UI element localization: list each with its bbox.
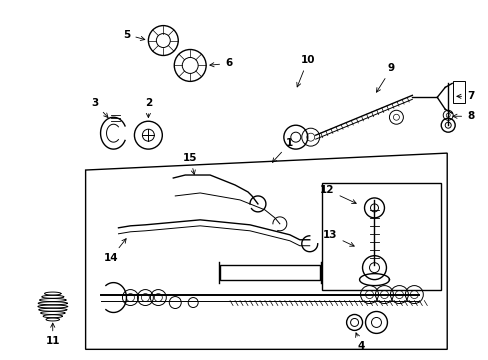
Text: 8: 8 xyxy=(452,111,473,121)
Text: 14: 14 xyxy=(103,239,126,263)
Text: 12: 12 xyxy=(320,185,355,203)
Text: 3: 3 xyxy=(91,98,108,117)
Text: 13: 13 xyxy=(323,230,353,246)
Text: 7: 7 xyxy=(456,91,473,101)
Text: 9: 9 xyxy=(376,63,394,92)
Text: 15: 15 xyxy=(183,153,197,174)
Text: 5: 5 xyxy=(123,30,144,40)
Text: 11: 11 xyxy=(45,323,60,346)
Text: 10: 10 xyxy=(296,55,314,87)
Text: 2: 2 xyxy=(144,98,152,117)
Text: 1: 1 xyxy=(272,138,293,162)
Text: 4: 4 xyxy=(355,333,365,351)
Text: 6: 6 xyxy=(209,58,232,68)
